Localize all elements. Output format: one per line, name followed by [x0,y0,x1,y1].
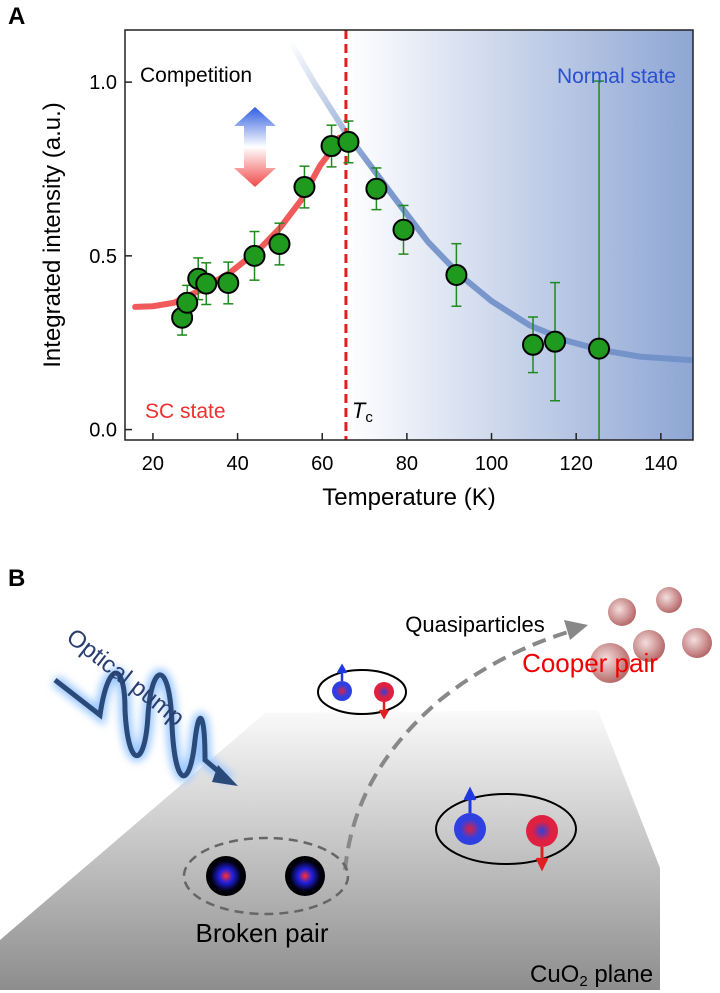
data-point [337,130,360,153]
y-tick-label: 0.0 [89,420,117,442]
cuo2-plane [0,710,660,990]
x-tick-label: 120 [559,453,592,475]
x-tick-label: 20 [142,453,164,475]
cooper-pair-small [317,663,407,720]
broken-pair-label: Broken pair [196,918,329,948]
data-point [217,271,240,294]
y-tick-label: 1.0 [89,72,117,94]
cooper-pair-label: Cooper pair [522,648,658,678]
data-point [544,330,567,353]
y-tick-label: 0.5 [89,246,117,268]
data-point [588,337,611,360]
data-point [268,233,291,256]
data-point [176,291,199,314]
panel-label: A [8,3,25,30]
plane-label: CuO2 plane [530,961,653,990]
optical-pump-wave [51,667,238,786]
data-point [392,218,415,241]
data-point [243,244,266,267]
quasiparticles-label: Quasiparticles [405,612,544,637]
broken-pair [182,836,350,916]
data-point [445,263,468,286]
tc-subscript: c [365,409,373,426]
competition-arrow [234,107,276,187]
tc-symbol: T [352,398,367,423]
x-axis-label: Temperature (K) [322,484,495,511]
panel-label: B [8,565,25,592]
cooper-pair-large [435,786,577,872]
data-point [522,333,545,356]
tc-label: Tc [352,398,373,426]
annotation: Competition [140,64,252,87]
quasiparticles [590,587,712,683]
x-tick-label: 100 [475,453,508,475]
plot-area [132,30,693,440]
annotation: SC state [145,400,226,423]
data-point [293,176,316,199]
excitation-path [343,628,576,871]
x-tick-label: 40 [226,453,248,475]
x-tick-label: 60 [311,453,333,475]
plane-text: plane [588,961,653,988]
plane-subscript: 2 [579,973,587,990]
y-axis-label: Integrated intensity (a.u.) [39,102,66,367]
data-point [195,272,218,295]
axes-frame [124,29,694,441]
data-point [365,177,388,200]
x-tick-label: 80 [396,453,418,475]
annotation: Normal state [557,65,676,88]
plane-text: CuO [530,961,579,988]
x-tick-label: 140 [644,453,677,475]
arrowhead [564,620,588,640]
